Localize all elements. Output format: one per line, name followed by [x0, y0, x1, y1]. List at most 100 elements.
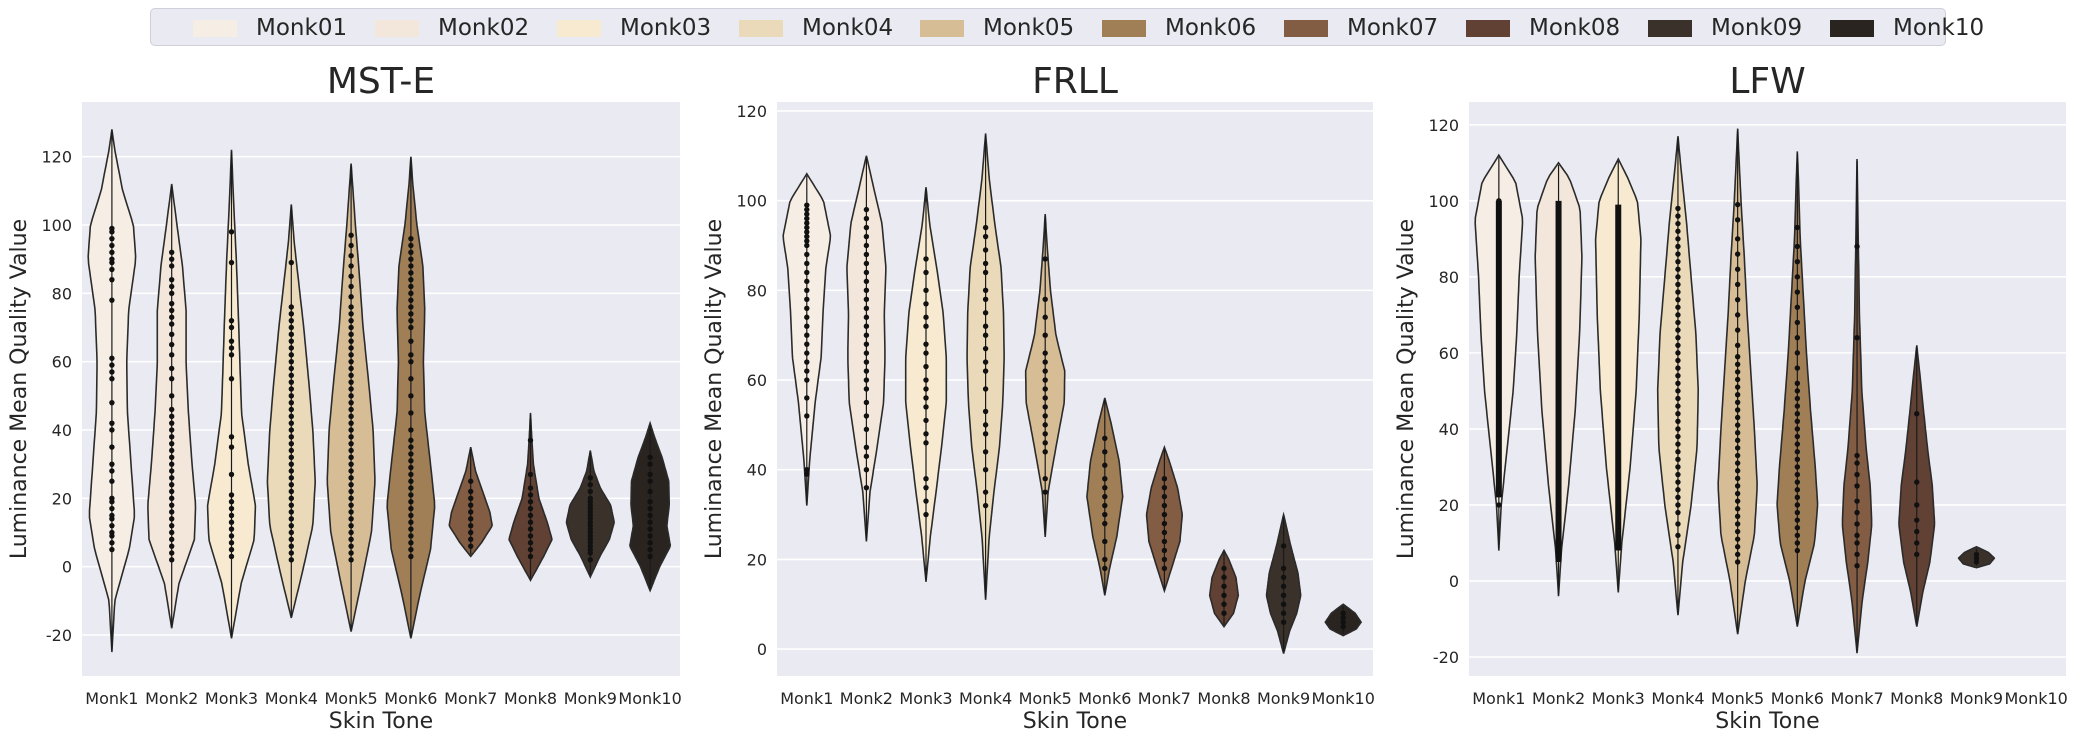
data-point — [804, 260, 810, 267]
x-tick-label: Monk8 — [1197, 689, 1250, 708]
y-tick-label: -20 — [1433, 648, 1459, 667]
data-point — [863, 206, 870, 213]
data-point — [1496, 213, 1502, 219]
data-point — [1675, 350, 1681, 356]
data-point — [348, 420, 354, 426]
violin-monk9 — [565, 450, 615, 579]
data-point — [1280, 574, 1287, 581]
data-point — [109, 546, 115, 553]
data-point — [408, 505, 414, 512]
data-point — [1675, 296, 1681, 303]
data-point — [923, 386, 929, 392]
data-point — [923, 498, 929, 504]
data-point — [1794, 426, 1801, 432]
data-point — [1914, 540, 1920, 546]
data-point — [804, 305, 810, 311]
data-point — [408, 276, 414, 283]
data-point — [348, 393, 354, 399]
data-point — [647, 519, 653, 525]
data-point — [1794, 540, 1801, 546]
data-point — [408, 283, 414, 290]
data-point — [1854, 532, 1860, 539]
data-point — [109, 235, 115, 242]
data-point — [804, 467, 810, 473]
data-point — [647, 499, 653, 505]
data-point — [1161, 511, 1168, 518]
data-point — [1496, 205, 1502, 212]
data-point — [408, 485, 414, 491]
data-point — [408, 235, 414, 242]
data-point — [1161, 493, 1168, 500]
data-point — [982, 323, 989, 329]
data-point — [804, 413, 810, 419]
y-tick-label: 40 — [1439, 420, 1459, 439]
data-point — [408, 324, 414, 331]
data-point — [1854, 243, 1860, 250]
data-point — [348, 509, 354, 515]
data-point — [109, 529, 115, 536]
y-tick-label: 40 — [52, 421, 72, 440]
data-point — [109, 540, 115, 546]
violin-monk9 — [1957, 545, 1996, 569]
data-point — [109, 276, 115, 283]
data-point — [1794, 433, 1801, 440]
x-tick-label: Monk10 — [1312, 689, 1375, 708]
data-point — [804, 350, 810, 356]
data-point — [109, 522, 115, 529]
data-point — [1496, 327, 1502, 333]
data-point — [1675, 532, 1681, 539]
data-point — [982, 431, 989, 437]
violin-monk2 — [1534, 161, 1583, 597]
data-point — [228, 434, 235, 440]
data-point — [1042, 359, 1048, 365]
data-point — [408, 242, 414, 249]
data-point — [228, 324, 235, 331]
data-point — [348, 557, 354, 563]
data-point — [923, 475, 929, 482]
data-point — [1734, 281, 1741, 288]
data-point — [408, 376, 414, 382]
data-point — [1675, 251, 1681, 257]
data-point — [169, 522, 175, 529]
data-point — [348, 242, 354, 249]
data-point — [1734, 506, 1741, 512]
data-point — [1794, 502, 1801, 508]
data-point — [169, 283, 175, 290]
data-point — [348, 338, 354, 344]
data-point — [1734, 513, 1741, 520]
data-point — [468, 522, 474, 529]
data-point — [1734, 369, 1741, 375]
data-point — [288, 529, 294, 536]
data-point — [1794, 471, 1801, 478]
y-tick-label: 100 — [736, 192, 767, 211]
data-point — [1496, 198, 1502, 204]
x-tick-label: Monk7 — [1138, 689, 1191, 708]
data-point — [982, 296, 989, 303]
violin-monk9 — [1265, 511, 1302, 654]
data-point — [1675, 365, 1681, 371]
data-point — [348, 324, 354, 331]
data-point — [109, 266, 115, 273]
data-point — [1675, 357, 1681, 364]
data-point — [169, 307, 175, 314]
data-point — [408, 358, 414, 365]
data-point — [288, 365, 294, 372]
data-point — [1734, 422, 1741, 428]
data-point — [348, 406, 354, 413]
data-point — [169, 413, 175, 420]
data-point — [647, 471, 653, 478]
data-point — [863, 467, 870, 473]
data-point — [468, 495, 474, 502]
data-point — [408, 256, 414, 262]
data-point — [408, 427, 414, 433]
data-point — [1734, 236, 1741, 242]
data-point — [1496, 243, 1502, 250]
data-point — [1042, 413, 1048, 419]
data-point — [1675, 380, 1681, 386]
data-point — [288, 481, 294, 488]
data-point — [109, 242, 115, 249]
data-point — [587, 481, 593, 488]
data-point — [1854, 460, 1860, 466]
legend-swatch — [193, 20, 237, 37]
data-point — [804, 278, 810, 285]
